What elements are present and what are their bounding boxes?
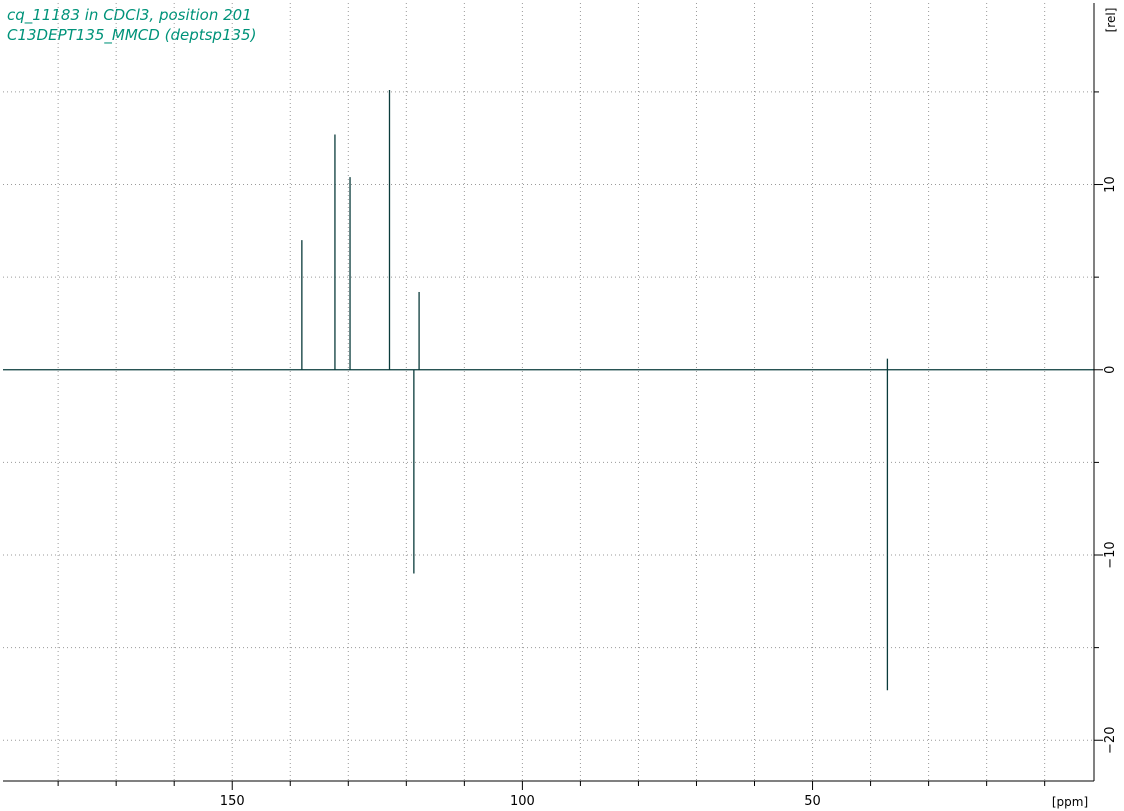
y-axis-unit-label: [rel]	[1104, 8, 1118, 33]
grid-lines	[3, 3, 1094, 781]
y-tick-label: 10	[1103, 176, 1118, 193]
y-tick-label: −10	[1103, 541, 1118, 568]
y-tick-label: 0	[1103, 366, 1118, 374]
spectrum-title-line-2: C13DEPT135_MMCD (deptsp135)	[7, 26, 257, 44]
spectrum-peaks	[301, 90, 889, 691]
y-tick-label: −20	[1103, 727, 1118, 754]
x-tick-label: 150	[220, 794, 245, 809]
y-axis-ticks: 10 0 −10 −20	[1094, 91, 1118, 754]
x-tick-label: 50	[804, 794, 821, 809]
axes	[3, 3, 1095, 782]
spectrum-title-line-1: cq_11183 in CDCl3, position 201	[7, 6, 252, 24]
x-axis-unit-label: [ppm]	[1052, 795, 1088, 809]
x-tick-label: 100	[510, 794, 535, 809]
x-axis-ticks: 150 100 50	[57, 781, 1046, 809]
